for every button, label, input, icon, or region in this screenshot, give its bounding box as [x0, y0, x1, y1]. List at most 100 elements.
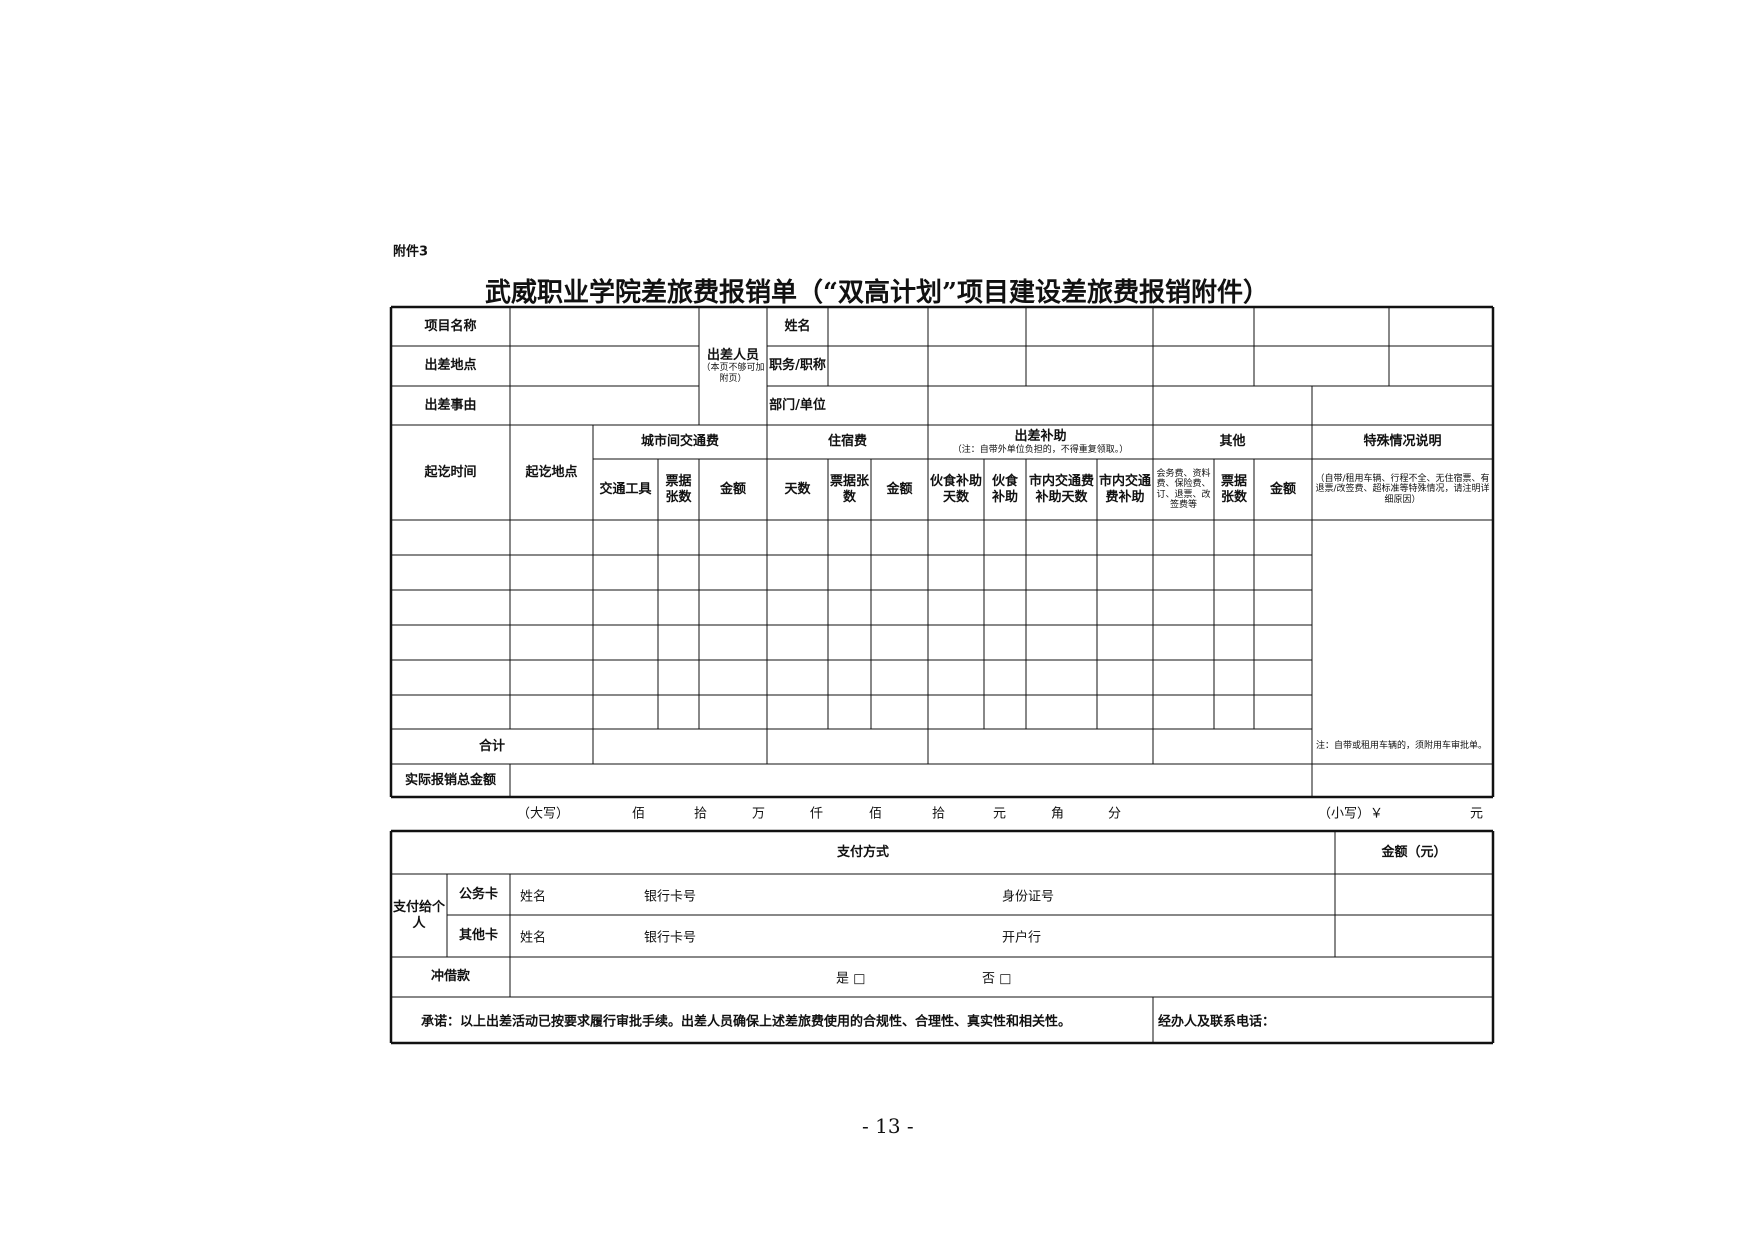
cell: 其他卡: [447, 915, 510, 957]
cell: 实际报销总金额: [391, 764, 510, 797]
cell: 市内交通费补助天数: [1026, 459, 1097, 520]
text: （大写）: [517, 806, 570, 822]
cell: 住宿费: [767, 425, 928, 459]
text: 姓名: [520, 930, 547, 946]
attachment-label: 附件3: [393, 244, 429, 260]
cell-text: 天数: [784, 481, 811, 497]
cell: 出差事由: [391, 386, 510, 425]
cell-text: 其他卡: [458, 928, 498, 944]
cell-text: 住宿费: [827, 434, 867, 450]
cell: 交通工具: [593, 459, 658, 520]
cell: 市内交通费补助: [1097, 459, 1153, 520]
cell-text: 公务卡: [458, 886, 498, 902]
text: 元: [1470, 806, 1484, 822]
form-title: 武威职业学院差旅费报销单（“双高计划”项目建设差旅费报销附件）: [485, 278, 1269, 308]
cell: 起讫时间: [391, 425, 510, 520]
cell-text: 金额: [886, 481, 913, 497]
cell: 冲借款: [391, 957, 510, 997]
cell: 出差地点: [391, 346, 510, 386]
text: 银行卡号: [644, 930, 697, 946]
text: 经办人及联系电话：: [1158, 1014, 1276, 1030]
cell-text: 出差人员: [706, 347, 759, 363]
cell-text: 起讫地点: [525, 464, 578, 480]
cell: 出差补助 （注：自带外单位负担的，不得重复领取。）: [928, 425, 1153, 459]
cell: （自带/租用车辆、行程不全、无住宿票、有退票/改签费、超标准等特殊情况，请注明详…: [1312, 459, 1493, 520]
cell: 支付给个人: [391, 874, 447, 957]
cell: 注：自带或租用车辆的，须附用车审批单。: [1312, 729, 1493, 764]
cell-text: （注：自带外单位负担的，不得重复领取。）: [952, 444, 1129, 455]
text: 分: [1108, 806, 1122, 822]
cell-text: 市内交通费补助天数: [1028, 473, 1094, 505]
cell: 金额: [699, 459, 767, 520]
cell: 天数: [767, 459, 828, 520]
text: 承诺：以上出差活动已按要求履行审批手续。出差人员确保上述差旅费使用的合规性、合理…: [421, 1014, 1072, 1030]
cell-text: 金额: [1269, 481, 1296, 497]
cell-text: （自带/租用车辆、行程不全、无住宿票、有退票/改签费、超标准等特殊情况，请注明详…: [1315, 473, 1490, 505]
cell: 其他: [1153, 425, 1312, 459]
text: 拾: [932, 806, 946, 822]
text: 万: [752, 806, 766, 822]
cell-text: 冲借款: [430, 969, 470, 985]
cell: 金额: [1254, 459, 1312, 520]
page-number: - 13 -: [862, 1114, 914, 1138]
text: 银行卡号: [644, 889, 697, 905]
cell-text: 交通工具: [599, 481, 652, 497]
cell-text: 其他: [1219, 434, 1246, 450]
cell: 出差人员 （本页不够可加附页）: [699, 307, 767, 425]
cell-text: 市内交通费补助: [1099, 473, 1152, 505]
cell-text: 城市间交通费: [640, 434, 719, 450]
cell-text: 合计: [478, 738, 505, 754]
cell-text: 伙食补助: [991, 473, 1018, 505]
cell-text: 会务费、资料费、保险费、订、退票、改签费等: [1156, 468, 1211, 510]
text: 角: [1051, 806, 1065, 822]
cell: 公务卡: [447, 874, 510, 915]
cell: 城市间交通费: [593, 425, 767, 459]
cell: 项目名称: [391, 307, 510, 346]
cell-text: 票据张数: [1220, 473, 1247, 505]
cell-text: 项目名称: [424, 318, 477, 334]
cell-text: 注：自带或租用车辆的，须附用车审批单。: [1316, 741, 1488, 752]
cell: 支付方式: [391, 831, 1335, 874]
cell: 金额（元）: [1335, 831, 1493, 874]
text: 仟: [810, 806, 824, 822]
cell: 伙食补助: [984, 459, 1026, 520]
text: 是 □: [836, 971, 866, 987]
text: 否 □: [982, 971, 1012, 987]
cell: 合计: [391, 729, 593, 764]
cell-text: 金额（元）: [1381, 844, 1447, 860]
cell-text: （本页不够可加附页）: [701, 363, 765, 384]
cell: 会务费、资料费、保险费、订、退票、改签费等: [1153, 459, 1214, 520]
text: 佰: [632, 806, 646, 822]
cell-text: 支付给个人: [393, 899, 446, 931]
cell: 票据张数: [828, 459, 871, 520]
text: （小写）￥: [1318, 806, 1384, 822]
cell: 特殊情况说明: [1312, 425, 1493, 459]
cell-text: 部门/单位: [769, 397, 826, 413]
cell-text: 起讫时间: [424, 464, 477, 480]
cell-text: 特殊情况说明: [1363, 434, 1442, 450]
cell-text: 伙食补助天数: [930, 473, 983, 505]
cell: 伙食补助天数: [928, 459, 984, 520]
text: 身份证号: [1002, 889, 1055, 905]
cell: 票据张数: [1214, 459, 1254, 520]
text: 佰: [869, 806, 883, 822]
text: 姓名: [520, 889, 547, 905]
text: 开户行: [1002, 930, 1042, 946]
cell-text: 职务/职称: [769, 358, 826, 374]
cell-text: 出差地点: [424, 358, 477, 374]
cell-text: 票据张数: [665, 473, 692, 505]
cell: 职务/职称: [767, 346, 828, 386]
cell-text: 出差补助: [1014, 429, 1067, 445]
cell-text: 出差事由: [424, 397, 477, 413]
cell-text: 支付方式: [836, 844, 889, 860]
text: 元: [993, 806, 1007, 822]
cell: 票据张数: [658, 459, 699, 520]
cell-text: 实际报销总金额: [404, 772, 496, 788]
cell-text: 姓名: [784, 318, 811, 334]
cell: 起讫地点: [510, 425, 593, 520]
cell: 部门/单位: [767, 386, 828, 425]
cell-text: 票据张数: [830, 473, 870, 505]
cell: 姓名: [767, 307, 828, 346]
